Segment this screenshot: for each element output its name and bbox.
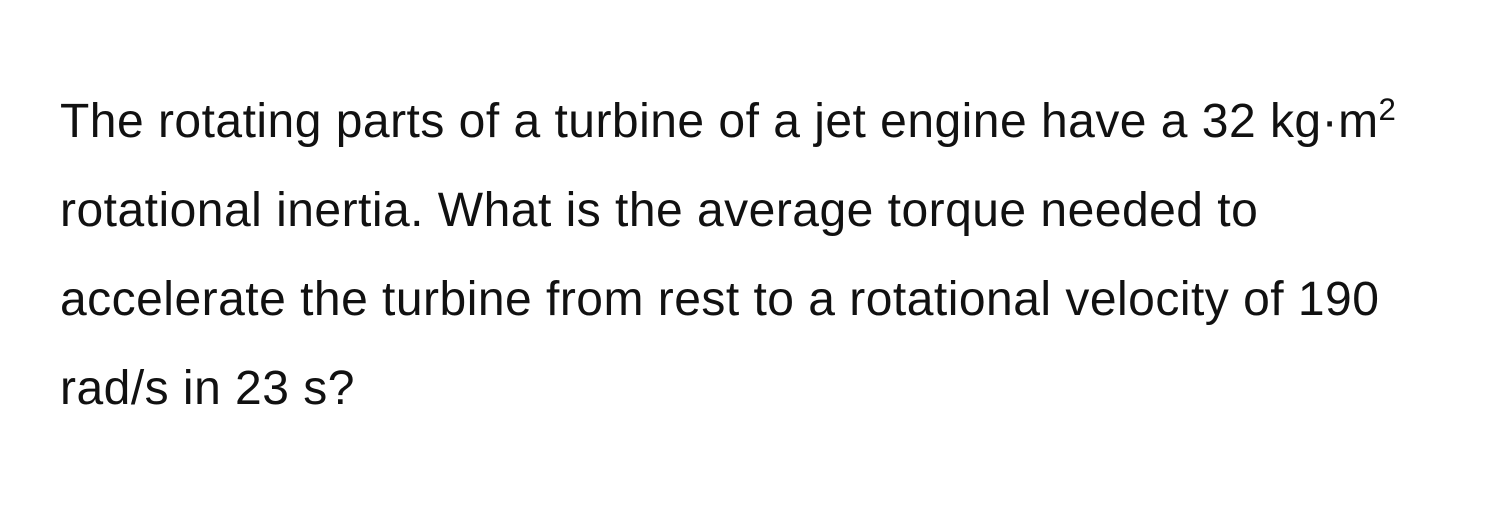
problem-text-part2: rotational inertia. What is the average … bbox=[60, 184, 1379, 415]
superscript-exponent: 2 bbox=[1379, 92, 1397, 127]
physics-problem-text: The rotating parts of a turbine of a jet… bbox=[60, 78, 1440, 433]
problem-text-part1: The rotating parts of a turbine of a jet… bbox=[60, 95, 1379, 148]
